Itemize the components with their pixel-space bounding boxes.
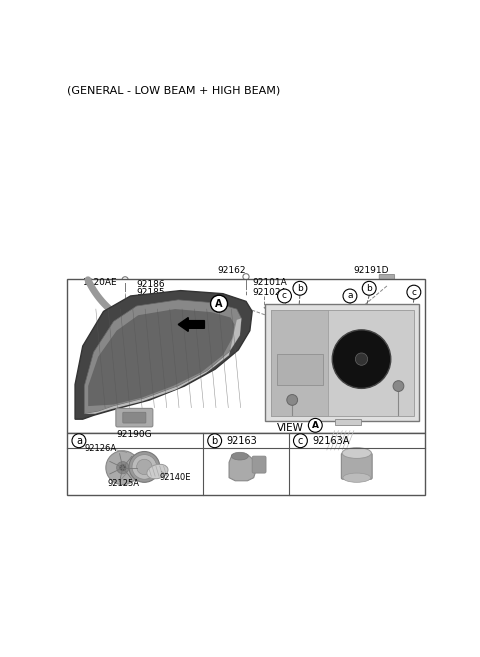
Text: 92162: 92162 <box>217 266 246 275</box>
Circle shape <box>308 419 322 432</box>
Text: VIEW: VIEW <box>277 423 304 433</box>
Text: 92102A: 92102A <box>252 288 287 296</box>
Circle shape <box>355 353 368 365</box>
Ellipse shape <box>216 447 258 468</box>
Circle shape <box>117 461 129 474</box>
Text: c: c <box>411 288 416 296</box>
Bar <box>67 433 425 495</box>
Ellipse shape <box>343 473 371 482</box>
Circle shape <box>120 464 126 471</box>
Polygon shape <box>75 290 252 419</box>
Circle shape <box>407 285 421 299</box>
Ellipse shape <box>342 447 372 459</box>
Circle shape <box>132 455 156 479</box>
Text: 92190G: 92190G <box>117 430 152 439</box>
Text: 92163: 92163 <box>226 436 257 445</box>
Text: A: A <box>216 299 223 309</box>
Text: 1120AE: 1120AE <box>83 279 118 287</box>
Text: b: b <box>212 436 218 445</box>
Circle shape <box>72 434 86 447</box>
Text: 92140E: 92140E <box>160 473 191 482</box>
Bar <box>67 279 425 433</box>
Circle shape <box>211 295 228 312</box>
Polygon shape <box>229 455 257 481</box>
Polygon shape <box>178 317 204 331</box>
Text: 92186: 92186 <box>137 280 165 289</box>
Polygon shape <box>84 318 241 414</box>
Circle shape <box>393 380 404 392</box>
Polygon shape <box>84 300 241 414</box>
Circle shape <box>129 451 160 482</box>
Bar <box>265 304 419 420</box>
Circle shape <box>287 395 298 405</box>
Ellipse shape <box>147 464 168 479</box>
Circle shape <box>208 434 222 447</box>
Bar <box>335 419 361 425</box>
Ellipse shape <box>231 452 248 460</box>
Text: (GENERAL - LOW BEAM + HIGH BEAM): (GENERAL - LOW BEAM + HIGH BEAM) <box>67 86 281 96</box>
FancyBboxPatch shape <box>123 412 146 423</box>
Text: A: A <box>312 421 319 430</box>
FancyBboxPatch shape <box>252 456 266 473</box>
Text: b: b <box>366 284 372 293</box>
Circle shape <box>332 330 391 388</box>
Circle shape <box>137 459 152 474</box>
Bar <box>271 310 328 416</box>
Circle shape <box>343 289 357 303</box>
Polygon shape <box>88 309 234 406</box>
Text: 92185: 92185 <box>137 288 165 298</box>
Text: c: c <box>282 292 287 300</box>
FancyBboxPatch shape <box>379 275 395 286</box>
Text: 92163A: 92163A <box>312 436 349 445</box>
Bar <box>271 310 414 416</box>
Text: c: c <box>298 436 303 445</box>
FancyBboxPatch shape <box>341 453 372 479</box>
Text: 92191D: 92191D <box>354 266 389 275</box>
Text: b: b <box>297 284 303 293</box>
Text: 92125A: 92125A <box>108 478 139 487</box>
Text: a: a <box>76 436 82 445</box>
Circle shape <box>293 281 307 295</box>
Bar <box>277 353 323 384</box>
Circle shape <box>362 281 376 295</box>
Circle shape <box>106 451 140 485</box>
Text: a: a <box>347 292 353 300</box>
Circle shape <box>277 289 291 303</box>
Text: 92101A: 92101A <box>252 279 287 287</box>
Circle shape <box>293 434 307 447</box>
FancyBboxPatch shape <box>116 409 153 427</box>
Text: 92126A: 92126A <box>84 444 117 453</box>
